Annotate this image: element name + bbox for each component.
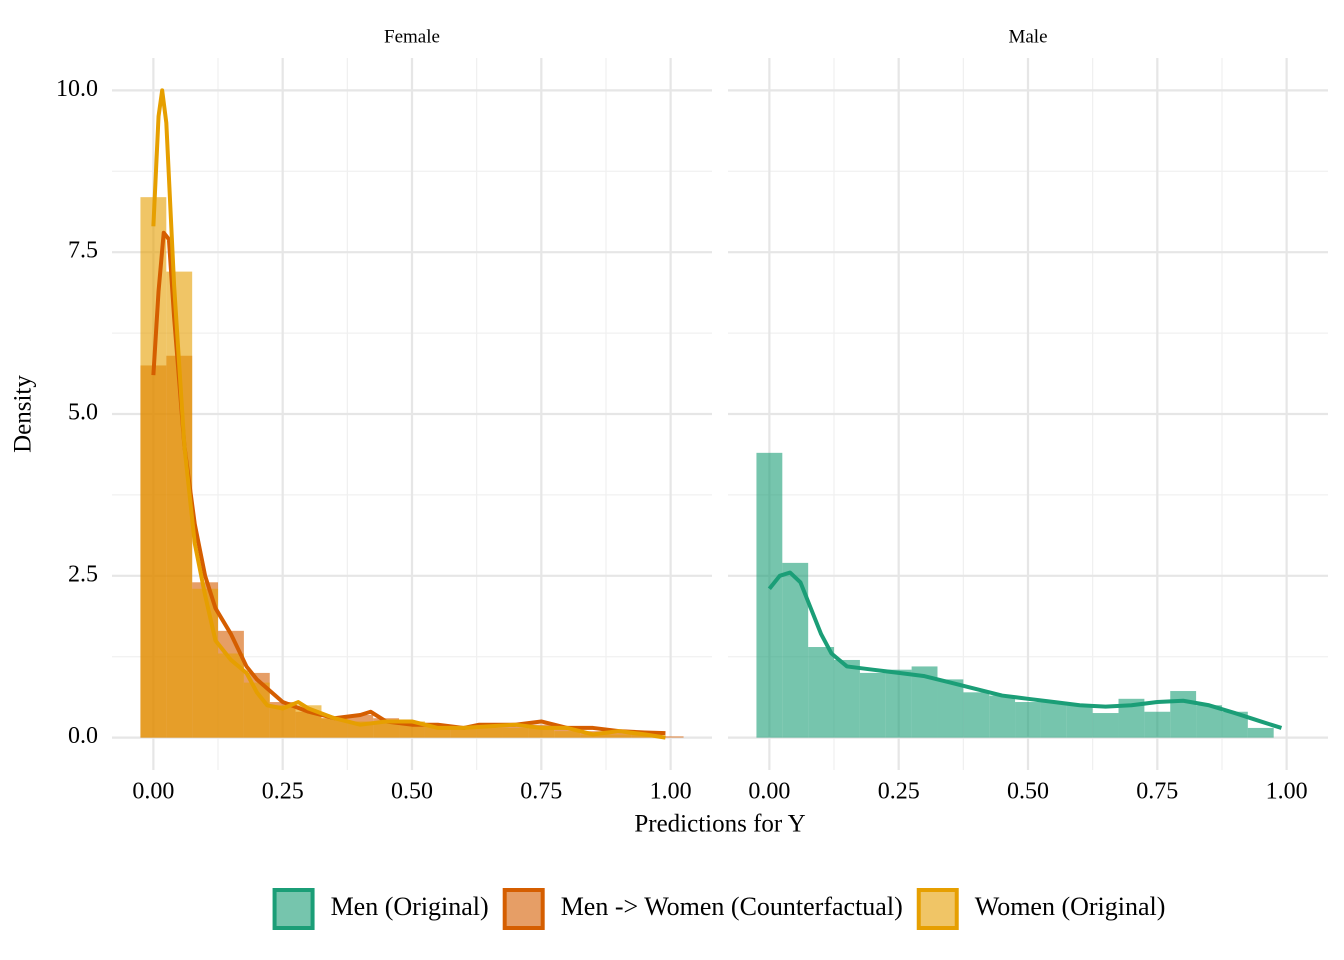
y-tick-label: 5.0 [68, 400, 98, 426]
legend-key [272, 888, 315, 930]
facet: Female 0.00 0.25 0.50 0.75 1.00 0.0 2.5 5.0 7.5 10… [56, 26, 712, 805]
histogram-bar [1247, 727, 1274, 738]
histogram-bar [373, 721, 400, 738]
histogram-bar [269, 705, 296, 738]
histogram-bar [989, 695, 1016, 738]
histogram-bar [1196, 705, 1222, 738]
facet-title: Female [384, 26, 440, 47]
histogram-bar [450, 727, 477, 738]
legend: Men (Original) Men -> Women (Counterfactu… [272, 888, 1166, 930]
histogram-bar [321, 718, 348, 738]
histogram-bar [808, 647, 835, 738]
legend-label: Men -> Women (Counterfactual) [561, 892, 903, 921]
histogram-bar [502, 727, 529, 738]
legend-key [502, 888, 545, 930]
histogram-bar [1015, 702, 1041, 738]
histogram-bar [554, 731, 581, 738]
x-axis-label: Predictions for Y [634, 811, 805, 838]
x-tick-label: 0.75 [1136, 779, 1178, 805]
histogram-bar [657, 736, 684, 738]
y-tick-label: 2.5 [68, 561, 98, 587]
histogram-bar [476, 727, 503, 738]
x-tick-label: 0.00 [132, 779, 174, 805]
histogram-bar [140, 197, 167, 738]
x-tick-label: 0.75 [520, 779, 562, 805]
x-tick-label: 1.00 [650, 779, 692, 805]
x-tick-label: 0.50 [1007, 779, 1049, 805]
y-tick-label: 0.0 [68, 723, 98, 749]
histogram-bar [605, 734, 632, 738]
histogram-bar [192, 588, 219, 738]
histogram-bar [1040, 702, 1067, 738]
histogram-bar [963, 692, 990, 738]
y-tick-label: 7.5 [68, 238, 98, 264]
histogram-bar [859, 672, 886, 738]
x-tick-label: 0.00 [748, 779, 790, 805]
x-tick-label: 0.50 [391, 779, 433, 805]
x-tick-label: 1.00 [1266, 779, 1308, 805]
legend-label: Women (Original) [975, 892, 1166, 921]
facet-title: Male [1008, 26, 1047, 47]
y-tick-label: 10.0 [56, 76, 98, 102]
histogram-bar [1170, 691, 1197, 738]
histogram-bar [1092, 713, 1119, 738]
x-tick-label: 0.25 [878, 779, 920, 805]
histogram-bar [528, 727, 555, 738]
density-line [767, 570, 1283, 730]
y-axis-label: Density [10, 375, 37, 453]
histogram-bar [1144, 711, 1171, 738]
histogram-bar [937, 679, 964, 738]
histogram-bar [885, 669, 912, 738]
density-line [151, 88, 666, 740]
facet: Male 0.00 0.25 0.50 0.75 1.00 [728, 26, 1328, 805]
histogram-bar [834, 659, 860, 738]
x-tick-label: 0.25 [262, 779, 304, 805]
legend-key [916, 888, 959, 930]
histogram-bar [1066, 705, 1093, 738]
legend-label: Men (Original) [331, 892, 489, 921]
histogram-bar [756, 452, 783, 738]
